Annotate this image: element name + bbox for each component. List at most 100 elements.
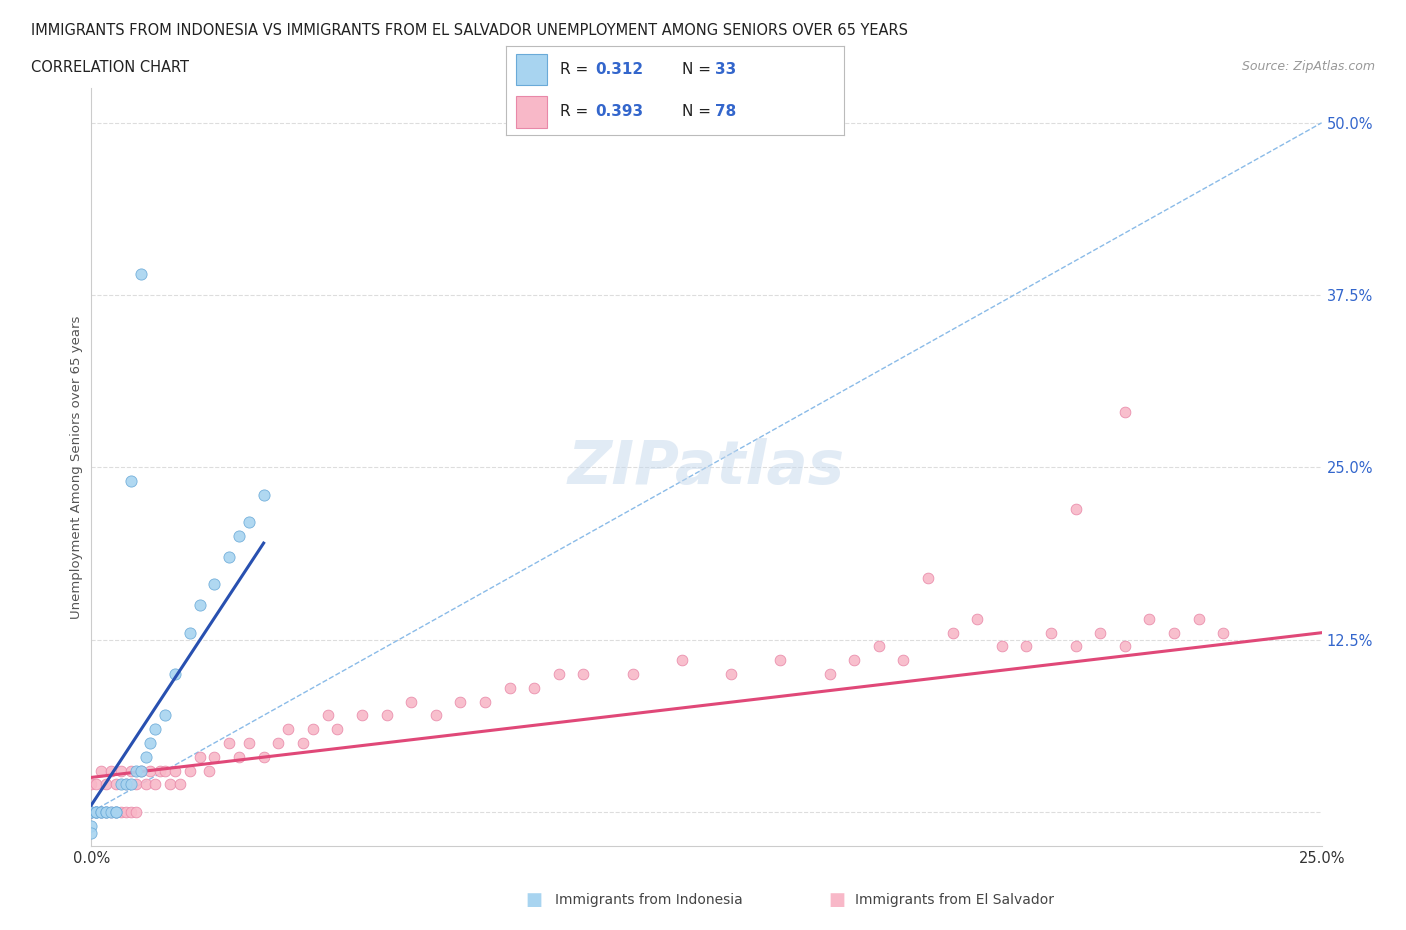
Point bbox=[1212, 625, 1234, 640]
Point bbox=[120, 777, 142, 791]
Point bbox=[145, 722, 166, 737]
Point bbox=[990, 639, 1012, 654]
Point bbox=[110, 777, 132, 791]
Point bbox=[218, 550, 240, 565]
Point bbox=[90, 804, 112, 819]
Point bbox=[572, 667, 595, 682]
Point bbox=[188, 750, 211, 764]
Point bbox=[169, 777, 191, 791]
Point bbox=[100, 804, 122, 819]
Text: N =: N = bbox=[682, 104, 716, 119]
Point bbox=[129, 763, 152, 777]
Text: 78: 78 bbox=[716, 104, 737, 119]
Point bbox=[80, 804, 103, 819]
Point bbox=[1088, 625, 1111, 640]
Point bbox=[149, 763, 172, 777]
Point bbox=[114, 777, 138, 791]
Point bbox=[139, 763, 162, 777]
Point bbox=[124, 763, 146, 777]
Point bbox=[399, 694, 422, 709]
Point bbox=[253, 750, 276, 764]
Point bbox=[114, 777, 138, 791]
Point bbox=[316, 708, 339, 723]
Point bbox=[868, 639, 890, 654]
Point bbox=[966, 612, 988, 627]
Point bbox=[163, 667, 186, 682]
Text: Immigrants from El Salvador: Immigrants from El Salvador bbox=[855, 893, 1054, 908]
Point bbox=[842, 653, 865, 668]
Point bbox=[498, 681, 520, 696]
Point bbox=[818, 667, 841, 682]
Point bbox=[90, 804, 112, 819]
Point bbox=[326, 722, 349, 737]
Point bbox=[769, 653, 792, 668]
Point bbox=[105, 804, 127, 819]
Point bbox=[100, 763, 122, 777]
Point bbox=[120, 804, 142, 819]
Point bbox=[96, 804, 117, 819]
Point bbox=[621, 667, 644, 682]
Text: N =: N = bbox=[682, 62, 716, 77]
Point bbox=[202, 577, 225, 591]
Point bbox=[891, 653, 914, 668]
Point bbox=[110, 804, 132, 819]
Text: IMMIGRANTS FROM INDONESIA VS IMMIGRANTS FROM EL SALVADOR UNEMPLOYMENT AMONG SENI: IMMIGRANTS FROM INDONESIA VS IMMIGRANTS … bbox=[31, 23, 908, 38]
Point bbox=[80, 825, 103, 840]
Point bbox=[96, 777, 117, 791]
Point bbox=[1064, 639, 1087, 654]
Point bbox=[145, 777, 166, 791]
Point bbox=[523, 681, 546, 696]
Point bbox=[105, 804, 127, 819]
Point bbox=[1114, 405, 1136, 419]
Point bbox=[110, 763, 132, 777]
Text: 0.312: 0.312 bbox=[596, 62, 644, 77]
Text: Immigrants from Indonesia: Immigrants from Indonesia bbox=[555, 893, 744, 908]
Point bbox=[86, 804, 108, 819]
Point bbox=[96, 804, 117, 819]
Point bbox=[100, 804, 122, 819]
Point bbox=[425, 708, 447, 723]
Point bbox=[375, 708, 398, 723]
Point bbox=[1163, 625, 1185, 640]
Y-axis label: Unemployment Among Seniors over 65 years: Unemployment Among Seniors over 65 years bbox=[70, 315, 83, 619]
Text: ZIPatlas: ZIPatlas bbox=[568, 438, 845, 497]
Point bbox=[1139, 612, 1161, 627]
Point bbox=[291, 736, 314, 751]
Text: 33: 33 bbox=[716, 62, 737, 77]
Point bbox=[720, 667, 742, 682]
Point bbox=[120, 473, 142, 488]
Point bbox=[80, 818, 103, 833]
Point bbox=[105, 804, 127, 819]
Point bbox=[80, 777, 103, 791]
Point bbox=[1187, 612, 1209, 627]
Point bbox=[86, 804, 108, 819]
FancyBboxPatch shape bbox=[516, 96, 547, 127]
Point bbox=[135, 750, 156, 764]
Point bbox=[129, 763, 152, 777]
Point bbox=[238, 736, 260, 751]
Point bbox=[86, 804, 108, 819]
Point bbox=[238, 515, 260, 530]
Point bbox=[671, 653, 693, 668]
Point bbox=[179, 625, 201, 640]
Point bbox=[114, 804, 138, 819]
Point bbox=[188, 598, 211, 613]
Point bbox=[1015, 639, 1038, 654]
Text: R =: R = bbox=[560, 62, 593, 77]
Point bbox=[1064, 501, 1087, 516]
Point bbox=[267, 736, 290, 751]
Point bbox=[80, 804, 103, 819]
Point bbox=[139, 736, 162, 751]
Point bbox=[1039, 625, 1063, 640]
Point bbox=[449, 694, 471, 709]
Point bbox=[228, 529, 250, 544]
Text: Source: ZipAtlas.com: Source: ZipAtlas.com bbox=[1241, 60, 1375, 73]
Point bbox=[474, 694, 496, 709]
Point bbox=[202, 750, 225, 764]
Text: CORRELATION CHART: CORRELATION CHART bbox=[31, 60, 188, 75]
Point bbox=[159, 777, 181, 791]
Point bbox=[86, 777, 108, 791]
Point bbox=[80, 804, 103, 819]
Point bbox=[163, 763, 186, 777]
Point bbox=[179, 763, 201, 777]
